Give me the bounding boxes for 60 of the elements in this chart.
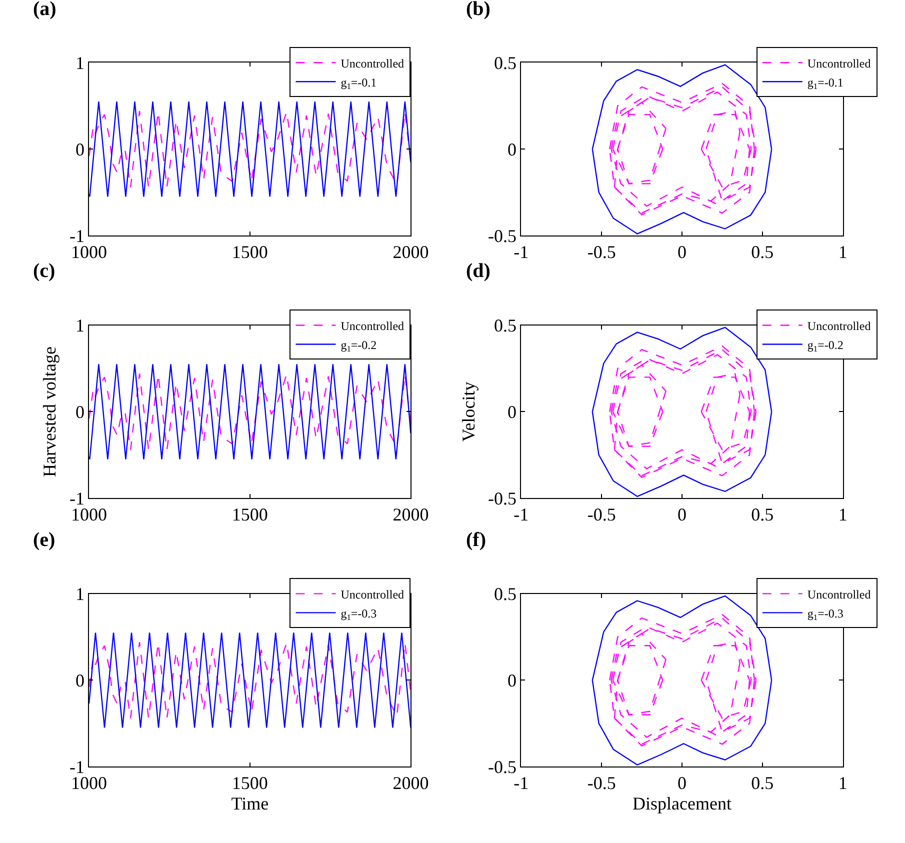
x-tick-label: 2000 [392,504,429,525]
legend-label: g$_{1}$=-0.3 [340,606,377,622]
chart-title: (f) [466,529,486,551]
x-tick-label: 0.5 [751,242,774,262]
legend-label: g$_{1}$=-0.1 [807,75,844,91]
y-tick-label: -0.5 [488,756,517,777]
chart-title: (e) [33,529,56,551]
legend-label: g$_{1}$=-0.2 [340,338,377,354]
x-tick-label: 0 [677,242,686,262]
y-tick-label: 1 [75,316,84,336]
y-tick-label: 0 [75,670,84,691]
y-tick-label: 1 [75,584,84,604]
line-series [89,101,411,198]
chart-title: (b) [466,0,490,20]
legend-label: Uncontrolled [807,56,871,70]
legend-label: g$_{1}$=-0.3 [807,606,844,622]
x-tick-label: -0.5 [587,773,616,794]
y-tick-label: 0 [508,402,517,422]
chart-title: (a) [33,0,56,20]
x-tick-label: 1500 [232,504,268,525]
y-tick-label: -0.5 [488,226,517,246]
legend-label: Uncontrolled [340,318,404,333]
x-tick-label: -0.5 [587,504,616,525]
y-tick-label: 0.5 [494,316,517,336]
legend-label: Uncontrolled [807,318,871,333]
legend-label: Uncontrolled [340,56,404,70]
x-tick-label: 0 [677,773,686,794]
legend-label: g$_{1}$=-0.1 [340,75,377,91]
x-axis-title: Time [231,793,269,814]
legend-label: Uncontrolled [340,587,404,602]
x-tick-label: 1 [838,242,848,262]
y-tick-label: 1 [75,53,84,74]
line-series [89,364,411,460]
x-tick-label: 2000 [392,773,429,794]
y-axis-title: Velocity [458,382,478,442]
line-series [89,642,411,719]
x-tick-label: 1 [838,773,848,794]
line-series [89,373,411,450]
x-tick-label: -0.5 [587,242,616,262]
line-series [89,110,411,188]
x-tick-label: 2000 [392,242,429,262]
y-tick-label: 0 [508,670,517,691]
x-tick-label: 1 [838,504,848,525]
x-tick-label: 0.5 [751,504,774,525]
chart-title: (d) [466,260,490,282]
y-axis-title: Harvested voltage [40,346,60,477]
x-tick-label: 0.5 [751,773,774,794]
y-tick-label: 0.5 [494,53,517,74]
y-tick-label: 0 [508,139,517,160]
y-tick-label: 0 [75,139,84,160]
y-tick-label: 0 [75,402,84,422]
x-tick-label: 0 [677,504,686,525]
y-tick-label: 0.5 [494,584,517,604]
x-tick-label: 1500 [232,773,268,794]
legend-label: Uncontrolled [807,587,871,602]
x-tick-label: 1500 [232,242,268,262]
x-axis-title: Displacement [632,793,732,814]
legend-label: g$_{1}$=-0.2 [807,338,844,354]
chart-title: (c) [33,260,56,282]
y-tick-label: -0.5 [488,488,517,508]
